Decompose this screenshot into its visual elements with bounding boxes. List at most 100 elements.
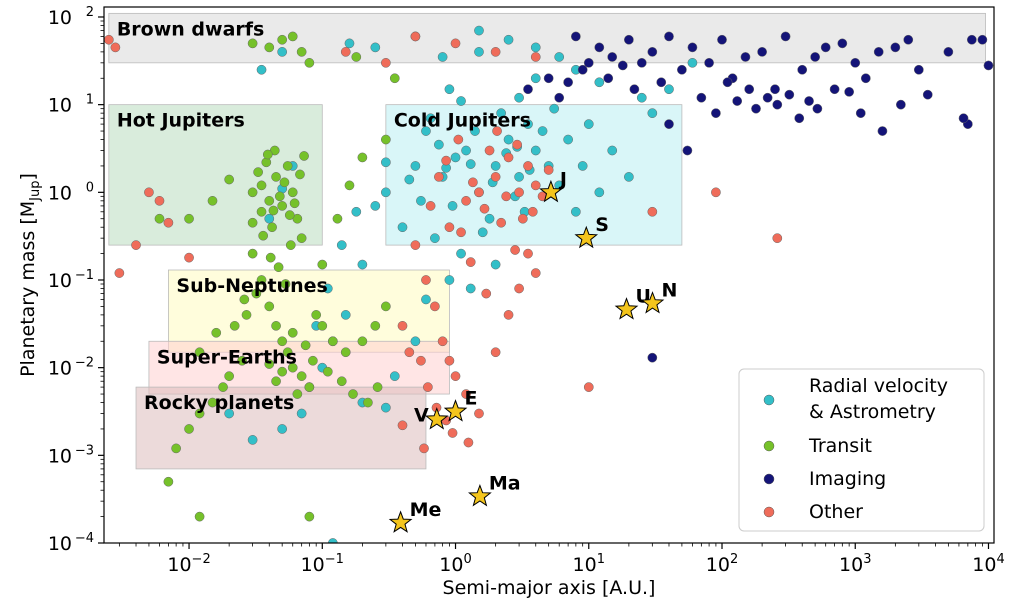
point-radial-velocity-astrometry-27 [357,259,368,270]
point-other-52 [441,155,451,166]
point-radial-velocity-astrometry-44 [571,206,581,217]
point-transit-11 [264,301,275,312]
point-transit-79 [265,252,276,263]
point-other-24 [523,161,533,171]
point-imaging-36 [751,103,761,114]
x-tick-label-0: 10−2 [167,552,210,576]
point-other-65 [463,437,474,448]
point-other-0 [104,34,114,45]
point-other-58 [512,139,522,150]
point-transit-19 [317,320,328,331]
point-imaging-59 [603,73,614,84]
point-radial-velocity-astrometry-89 [447,201,458,211]
point-transit-67 [292,389,303,399]
point-other-18 [397,320,408,331]
point-radial-velocity-astrometry-3 [381,187,391,198]
point-other-61 [423,382,433,392]
point-radial-velocity-astrometry-22 [530,73,541,84]
point-other-53 [453,134,464,145]
region-labels-layer: Brown dwarfs Hot Jupiters Cold Jupiters Sub… [117,18,531,414]
point-radial-velocity-astrometry-84 [636,92,647,103]
point-other-59 [527,206,538,217]
point-transit-45 [207,195,218,206]
point-transit-83 [289,198,300,209]
legend-marker-imaging [763,473,775,485]
point-imaging-28 [966,34,977,45]
point-radial-velocity-astrometry-43 [490,259,501,270]
point-other-33 [772,233,783,244]
point-transit-53 [287,31,298,42]
point-imaging-38 [772,99,783,110]
point-imaging-26 [943,47,954,57]
point-radial-velocity-astrometry-74 [344,38,355,49]
point-radial-velocity-astrometry-70 [425,113,436,124]
point-imaging-13 [757,47,767,57]
point-other-64 [447,428,458,438]
point-transit-20 [327,336,338,347]
axis-ticks: 10−2 10−1 100 101 102 103 104 10 −4 10 −3 10 −2 10 −1 1… [48,5,1005,576]
region-label-sub-neptunes: Sub-Neptunes [176,275,327,297]
point-transit-61 [264,359,275,369]
point-radial-velocity-astrometry-63 [583,119,594,129]
point-other-30 [583,382,594,392]
point-transit-2 [264,195,275,206]
point-radial-velocity-astrometry-72 [256,64,267,75]
y-tick-label-4: 10 0 [48,180,94,204]
region-hot-jupiters [108,104,323,246]
point-transit-32 [251,288,262,299]
point-transit-26 [267,222,277,233]
point-imaging-34 [732,96,743,106]
point-transit-4 [277,201,288,211]
point-imaging-8 [687,42,698,53]
point-imaging-33 [722,77,733,88]
point-transit-31 [285,240,296,250]
point-radial-velocity-astrometry-49 [664,84,674,95]
point-radial-velocity-astrometry-66 [322,283,333,294]
point-transit-75 [229,320,240,331]
point-transit-68 [322,366,333,377]
point-imaging-48 [922,89,933,100]
legend-label-other: Other [809,501,863,523]
point-other-20 [474,187,484,198]
point-imaging-5 [647,47,658,57]
point-other-7 [430,301,440,312]
point-radial-velocity-astrometry-6 [450,152,461,163]
point-other-57 [501,191,512,202]
point-transit-12 [271,320,281,331]
legend-label-rv-line1: Radial velocity [809,375,948,397]
point-other-60 [416,355,426,366]
point-transit-33 [241,310,252,320]
legend-marker-other [763,506,775,518]
point-radial-velocity-astrometry-57 [434,139,444,150]
point-other-55 [479,203,490,214]
point-transit-69 [336,376,347,387]
point-radial-velocity-astrometry-34 [247,435,258,445]
point-other-6 [421,275,431,285]
point-imaging-55 [554,92,565,103]
planet-star-ma [468,483,492,507]
point-radial-velocity-astrometry-16 [563,134,573,145]
point-transit-52 [381,134,391,145]
x-tick-label-4: 102 [706,552,738,576]
point-transit-5 [282,161,293,171]
point-imaging-52 [647,352,658,363]
point-transit-77 [247,217,258,228]
region-brown-dwarfs [108,12,986,64]
point-transit-49 [332,213,343,224]
point-radial-velocity-astrometry-50 [687,57,698,68]
point-transit-38 [194,408,205,419]
point-radial-velocity-astrometry-45 [594,187,605,198]
region-sub-neptunes [168,269,450,353]
point-transit-51 [357,152,368,163]
point-imaging-41 [804,96,814,106]
point-other-34 [410,31,421,42]
point-imaging-56 [563,77,573,88]
point-radial-velocity-astrometry-40 [421,294,431,305]
point-transit-60 [389,73,400,84]
point-radial-velocity-astrometry-71 [456,96,466,106]
point-radial-velocity-astrometry-61 [549,103,560,114]
point-imaging-19 [837,38,848,49]
point-other-36 [490,47,501,57]
region-label-super-earths: Super-Earths [157,346,297,368]
